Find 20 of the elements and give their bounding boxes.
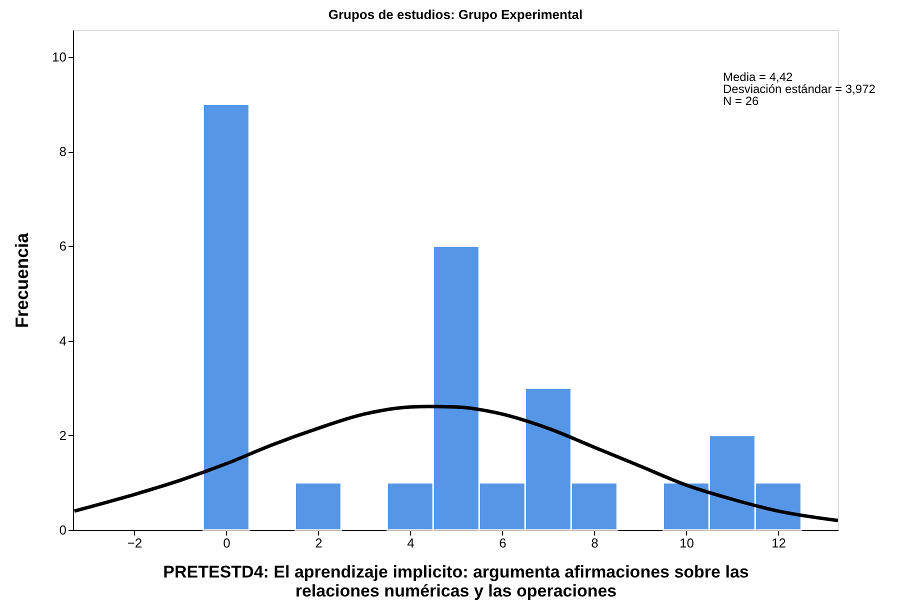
x-tick-label: 8 [591,536,598,550]
y-tick-label: 2 [59,428,66,443]
annotation: Media = 4,42 [723,70,794,84]
y-axis-title: Frecuencia [12,232,32,328]
y-tick-label: 4 [59,333,66,348]
y-tick-label: 8 [59,144,66,160]
annotation: N = 26 [723,94,760,108]
chart-title: Grupos de estudios: Grupo Experimental [328,7,583,22]
x-tick-label: 4 [407,536,414,550]
annotation: Desviación estándar = 3,972 [723,82,876,96]
x-tick-label: 0 [223,536,230,550]
x-axis-title: PRETESTD4: El aprendizaje implicito: argumenta afirmaciones sobre las relaciones numéricas y las operaciones [163,562,749,600]
x-tick-label: 10 [679,536,694,550]
x-tick-label: 12 [771,536,786,550]
y-tick-label: 6 [59,238,66,254]
x-tick-label: −2 [127,536,142,550]
y-tick-label: 0 [59,522,66,538]
y-tick-label: 10 [52,49,66,64]
x-tick-label: 6 [499,536,506,550]
x-tick-label: 2 [315,536,322,550]
